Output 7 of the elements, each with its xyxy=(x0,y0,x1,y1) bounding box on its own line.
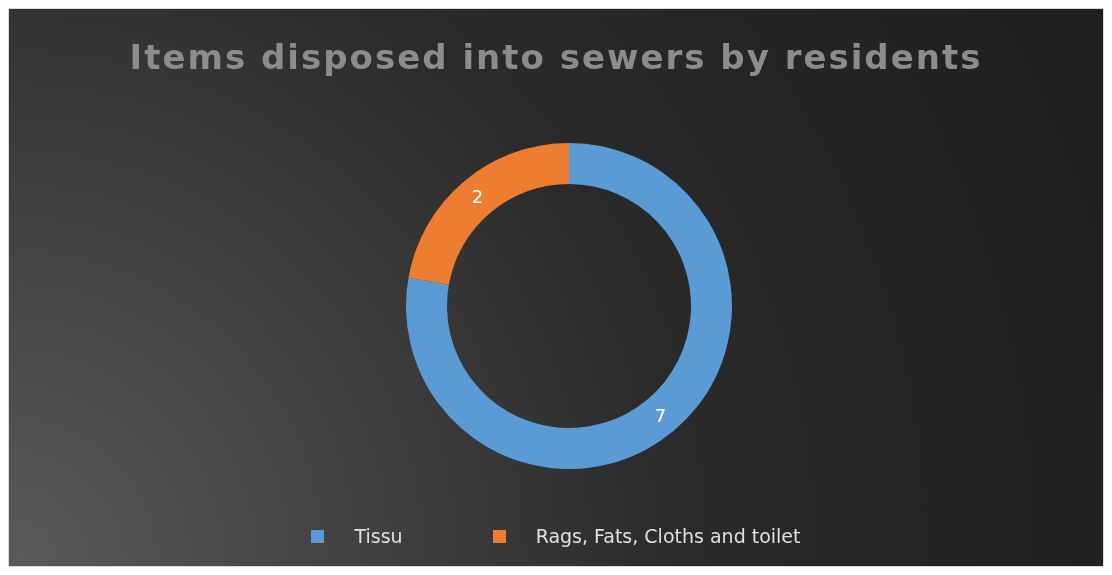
donut-slice xyxy=(406,143,732,469)
donut-slice xyxy=(408,143,569,285)
legend-label: Rags, Fats, Cloths and toilet xyxy=(535,525,801,547)
data-label: 2 xyxy=(471,186,484,208)
chart-title: Items disposed into sewers by residents xyxy=(128,37,984,77)
legend-label: Tissu xyxy=(354,525,403,547)
data-label: 7 xyxy=(654,404,667,426)
